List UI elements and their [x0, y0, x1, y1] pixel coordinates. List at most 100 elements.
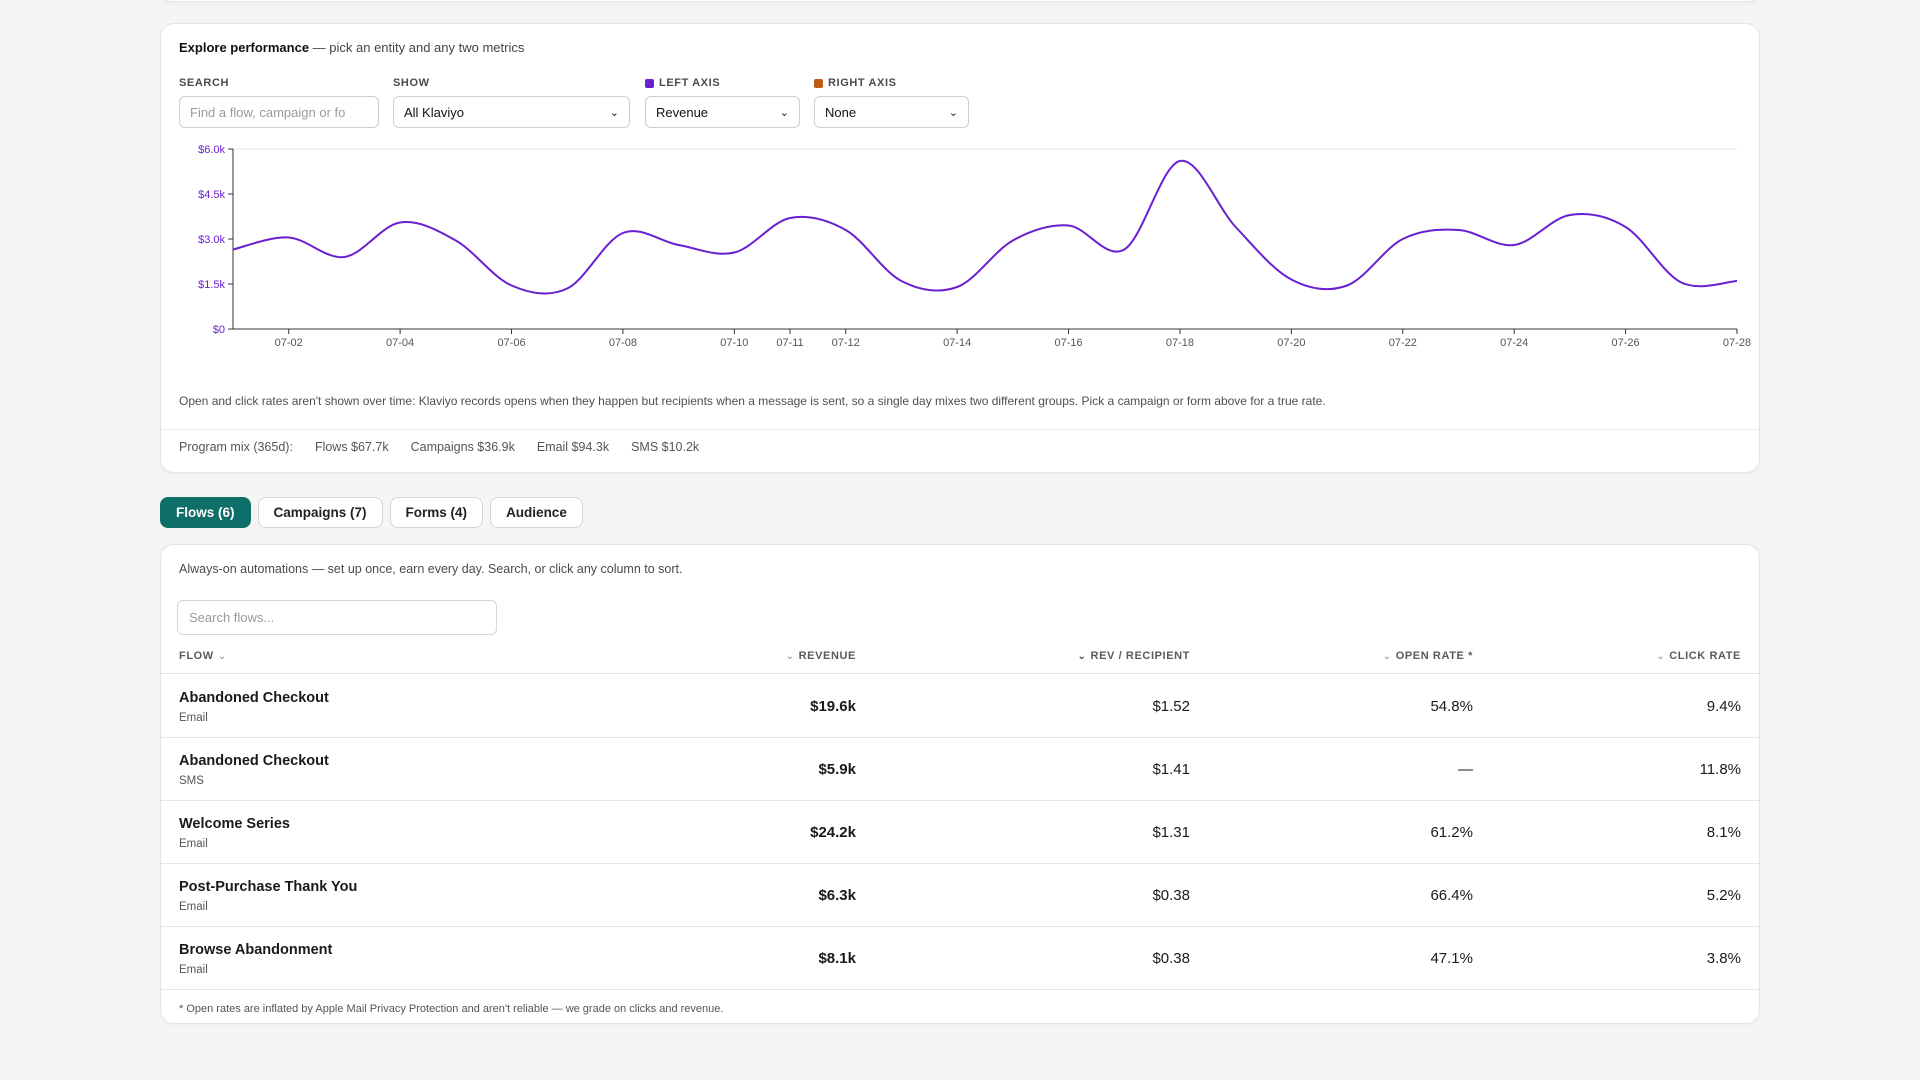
- y-tick-label: $4.5k: [198, 189, 225, 201]
- x-tick-label: 07-10: [720, 337, 748, 349]
- flow-channel: Email: [179, 964, 208, 976]
- flow-revenue: $5.9k: [818, 761, 856, 778]
- explore-title: Explore performance — pick an entity and…: [179, 40, 525, 55]
- flow-open-rate: 66.4%: [1430, 887, 1473, 904]
- flow-click-rate: 8.1%: [1706, 824, 1741, 841]
- flow-click-rate: 11.8%: [1699, 761, 1741, 778]
- tab-audience[interactable]: Audience: [490, 497, 583, 528]
- flow-open-rate: 47.1%: [1430, 950, 1473, 967]
- sort-icon: ⌄: [785, 650, 795, 662]
- flow-rev-per-recipient: $0.38: [1152, 887, 1190, 904]
- x-tick-label: 07-14: [943, 337, 971, 349]
- program-mix-email: Email $94.3k: [536, 440, 610, 454]
- flow-name: Welcome Series: [179, 816, 290, 832]
- flow-click-rate: 5.2%: [1706, 887, 1741, 904]
- flow-revenue: $6.3k: [818, 887, 856, 904]
- flow-channel: Email: [179, 838, 208, 850]
- x-tick-label: 07-24: [1500, 337, 1528, 349]
- right-axis-select-value: None: [825, 104, 857, 120]
- explore-performance-card: Explore performance — pick an entity and…: [160, 23, 1760, 473]
- open-rate-footnote: * Open rates are inflated by Apple Mail …: [179, 1003, 724, 1015]
- flow-name: Post-Purchase Thank You: [179, 879, 358, 895]
- flow-rev-per-recipient: $1.52: [1152, 698, 1190, 715]
- tab-forms[interactable]: Forms (4): [389, 497, 484, 528]
- program-mix-sms: SMS $10.2k: [631, 440, 700, 454]
- flow-click-rate: 3.8%: [1706, 950, 1741, 967]
- x-tick-label: 07-11: [776, 337, 803, 349]
- chevron-down-icon: ⌄: [609, 106, 619, 119]
- flow-name: Abandoned Checkout: [179, 690, 329, 706]
- column-header-rev-per-recipient[interactable]: ⌄ REV / RECIPIENT: [1077, 650, 1190, 662]
- entity-search-input[interactable]: Find a flow, campaign or fo: [179, 96, 379, 128]
- flow-click-rate: 9.4%: [1706, 698, 1741, 715]
- x-tick-label: 07-26: [1612, 337, 1640, 349]
- flow-open-rate: —: [1458, 761, 1473, 778]
- show-label: SHOW: [393, 77, 430, 89]
- x-tick-label: 07-06: [497, 337, 525, 349]
- left-axis-select[interactable]: Revenue ⌄: [645, 96, 800, 128]
- sort-active-icon: ⌄: [1077, 650, 1087, 662]
- table-row[interactable]: Abandoned Checkout Email $19.6k $1.52 54…: [161, 675, 1759, 738]
- flow-revenue: $8.1k: [818, 950, 856, 967]
- previous-card-edge: [160, 0, 1760, 2]
- x-tick-label: 07-04: [386, 337, 414, 349]
- flows-description: Always-on automations — set up once, ear…: [179, 562, 683, 576]
- flow-name: Abandoned Checkout: [179, 753, 329, 769]
- right-axis-select[interactable]: None ⌄: [814, 96, 969, 128]
- chevron-down-icon: ⌄: [948, 106, 958, 119]
- sort-icon: ⌄: [1656, 650, 1666, 662]
- right-axis-swatch: [814, 78, 823, 88]
- flow-rev-per-recipient: $1.41: [1152, 761, 1190, 778]
- x-tick-label: 07-18: [1166, 337, 1194, 349]
- left-axis-select-value: Revenue: [656, 104, 709, 120]
- table-row[interactable]: Welcome Series Email $24.2k $1.31 61.2% …: [161, 801, 1759, 864]
- left-axis-swatch: [645, 78, 654, 88]
- table-header: FLOW ⌄ ⌄ REVENUE ⌄ REV / RECIPIENT ⌄ OPEN RA…: [161, 641, 1759, 674]
- show-select-value: All Klaviyo: [404, 104, 464, 120]
- x-tick-label: 07-08: [609, 337, 637, 349]
- program-mix: Program mix (365d): Flows $67.7k Campaig…: [179, 440, 699, 454]
- column-header-flow[interactable]: FLOW ⌄: [179, 650, 227, 662]
- y-tick-label: $0: [213, 324, 225, 336]
- rates-note: Open and click rates aren't shown over t…: [179, 394, 1326, 408]
- sort-icon: ⌄: [217, 650, 227, 662]
- flow-channel: Email: [179, 712, 208, 724]
- left-axis-label: LEFT AXIS: [645, 77, 720, 89]
- flow-revenue: $24.2k: [810, 824, 856, 841]
- flow-channel: SMS: [179, 775, 204, 787]
- table-row[interactable]: Browse Abandonment Email $8.1k $0.38 47.…: [161, 927, 1759, 990]
- sort-icon: ⌄: [1382, 650, 1392, 662]
- flow-open-rate: 54.8%: [1430, 698, 1473, 715]
- x-tick-label: 07-20: [1277, 337, 1305, 349]
- flow-search-input[interactable]: Search flows...: [177, 600, 497, 635]
- program-mix-campaigns: Campaigns $36.9k: [410, 440, 515, 454]
- tab-campaigns[interactable]: Campaigns (7): [257, 497, 383, 528]
- table-row[interactable]: Abandoned Checkout SMS $5.9k $1.41 — 11.…: [161, 738, 1759, 801]
- x-tick-label: 07-16: [1054, 337, 1082, 349]
- x-tick-label: 07-22: [1389, 337, 1417, 349]
- search-label: SEARCH: [179, 77, 230, 89]
- right-axis-label: RIGHT AXIS: [814, 77, 897, 89]
- divider: [161, 429, 1759, 430]
- y-tick-label: $6.0k: [198, 144, 225, 156]
- y-tick-label: $1.5k: [198, 279, 225, 291]
- section-tabs: Flows (6) Campaigns (7) Forms (4) Audien…: [160, 497, 583, 528]
- flow-rev-per-recipient: $1.31: [1152, 824, 1190, 841]
- column-header-open-rate[interactable]: ⌄ OPEN RATE *: [1382, 650, 1473, 662]
- show-select[interactable]: All Klaviyo ⌄: [393, 96, 630, 128]
- program-mix-label: Program mix (365d):: [179, 440, 293, 454]
- column-header-click-rate[interactable]: ⌄ CLICK RATE: [1656, 650, 1741, 662]
- revenue-series-line: [232, 159, 1738, 295]
- flow-name: Browse Abandonment: [179, 942, 333, 958]
- tab-flows[interactable]: Flows (6): [160, 497, 251, 528]
- flows-card: Always-on automations — set up once, ear…: [160, 544, 1760, 1024]
- flow-revenue: $19.6k: [810, 698, 856, 715]
- column-header-revenue[interactable]: ⌄ REVENUE: [785, 650, 856, 662]
- program-mix-flows: Flows $67.7k: [314, 440, 389, 454]
- flow-open-rate: 61.2%: [1430, 824, 1473, 841]
- table-row[interactable]: Post-Purchase Thank You Email $6.3k $0.3…: [161, 864, 1759, 927]
- x-tick-label: 07-12: [832, 337, 860, 349]
- flow-rev-per-recipient: $0.38: [1152, 950, 1190, 967]
- x-tick-label: 07-28: [1723, 337, 1751, 349]
- y-tick-label: $3.0k: [198, 234, 225, 246]
